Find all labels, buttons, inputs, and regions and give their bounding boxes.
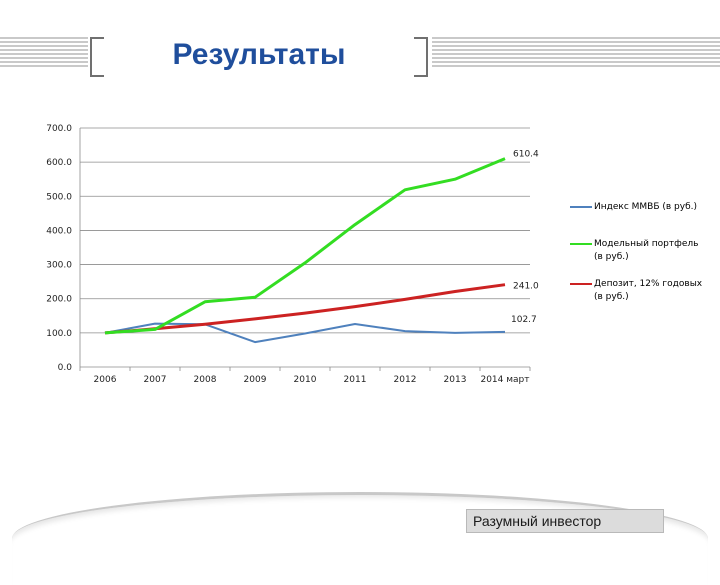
y-tick-label: 600.0 — [46, 158, 72, 168]
footer-label: Разумный инвестор — [473, 513, 602, 529]
series-line-2 — [104, 283, 506, 335]
x-tick-label: 2013 — [444, 375, 467, 385]
series-line-1 — [104, 157, 506, 335]
x-tick-label: 2007 — [144, 375, 167, 385]
x-tick-label: 2009 — [244, 375, 267, 385]
y-tick-label: 200.0 — [46, 295, 72, 305]
legend-swatch-model — [570, 243, 592, 245]
data-label: 610.4 — [513, 150, 539, 160]
legend-swatch-deposit — [570, 283, 592, 285]
footer-arc — [12, 492, 708, 585]
x-tick-label: 2008 — [194, 375, 217, 385]
legend-swatch-micex — [570, 206, 592, 208]
title-bracket-left — [90, 37, 104, 77]
x-tick-label: 2011 — [344, 375, 367, 385]
x-tick-label: 2006 — [94, 375, 117, 385]
series-line-0 — [104, 322, 506, 344]
y-tick-label: 0.0 — [58, 363, 73, 373]
y-tick-label: 400.0 — [46, 226, 72, 236]
data-label: 102.7 — [511, 315, 537, 325]
x-tick-label: 2014 март — [480, 375, 529, 385]
header-stripe-left — [0, 37, 88, 69]
title-bracket-right — [414, 37, 428, 77]
legend-label-model: Модельный портфель (в руб.) — [594, 239, 699, 262]
y-tick-label: 100.0 — [46, 329, 72, 339]
line-chart: 0.0 100.0 200.0 300.0 400.0 500.0 600.0 700.0 20… — [46, 124, 539, 385]
y-tick-label: 300.0 — [46, 261, 72, 271]
legend-label-micex: Индекс ММВБ (в руб.) — [594, 202, 697, 212]
y-tick-label: 700.0 — [46, 124, 72, 134]
legend-label-deposit: Депозит, 12% годовых (в руб.) — [594, 279, 703, 302]
x-tick-label: 2012 — [394, 375, 417, 385]
y-tick-label: 500.0 — [46, 192, 72, 202]
header-stripe-right — [432, 37, 720, 69]
x-tick-label: 2010 — [294, 375, 317, 385]
slide-title: Результаты — [172, 38, 346, 71]
data-label: 241.0 — [513, 282, 539, 292]
footer-box: Разумный инвестор — [466, 509, 664, 533]
